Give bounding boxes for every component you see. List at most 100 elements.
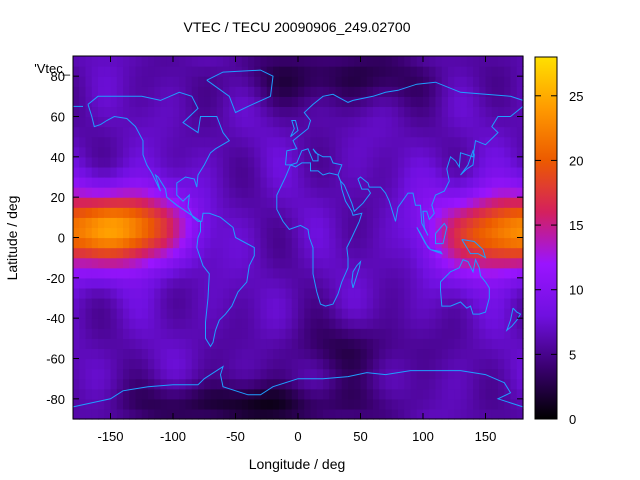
heatmap-cell [210, 156, 218, 168]
heatmap-cell [485, 86, 493, 97]
heatmap-cell [348, 207, 355, 218]
heatmap-cell [98, 166, 105, 178]
heatmap-cell [166, 308, 174, 319]
heatmap-cell [173, 338, 180, 350]
heatmap-cell [304, 56, 312, 67]
heatmap-cell [85, 358, 93, 370]
heatmap-cell [479, 96, 487, 108]
heatmap-cell [416, 267, 424, 279]
heatmap-cell [179, 187, 187, 198]
heatmap-cell [510, 66, 518, 77]
heatmap-cell [354, 388, 362, 400]
heatmap-cell [110, 318, 118, 329]
heatmap-cell [448, 408, 455, 420]
heatmap-cell [485, 388, 493, 400]
heatmap-cell [135, 116, 143, 128]
heatmap-cell [316, 408, 324, 420]
heatmap-cell [373, 166, 380, 178]
heatmap-cell [285, 408, 293, 420]
heatmap-cell [191, 298, 199, 309]
heatmap-cell [379, 166, 387, 178]
heatmap-cell [491, 408, 499, 420]
heatmap-cell [91, 96, 99, 108]
heatmap-cell [248, 136, 255, 148]
heatmap-cell [323, 76, 330, 87]
heatmap-cell [454, 338, 462, 350]
heatmap-cell [73, 308, 80, 319]
heatmap-cell [204, 156, 212, 168]
heatmap-cell [79, 368, 87, 380]
heatmap-cell [454, 76, 462, 87]
heatmap-cell [454, 328, 462, 339]
heatmap-cell [398, 277, 405, 289]
heatmap-cell [135, 257, 143, 269]
heatmap-cell [154, 408, 162, 420]
heatmap-cell [373, 348, 380, 360]
heatmap-cell [373, 328, 380, 339]
heatmap-cell [460, 136, 468, 148]
heatmap-cell [160, 197, 168, 208]
heatmap-cell [504, 257, 512, 269]
heatmap-cell [316, 328, 324, 339]
heatmap-cell [235, 197, 243, 208]
heatmap-cell [354, 116, 362, 128]
heatmap-cell [266, 318, 274, 329]
heatmap-cell [235, 388, 243, 400]
heatmap-cell [441, 66, 449, 77]
y-tick-label: 0 [58, 231, 65, 246]
heatmap-cell [298, 197, 305, 208]
heatmap-cell [460, 126, 468, 138]
heatmap-cell [79, 96, 87, 108]
heatmap-cell [448, 166, 455, 178]
heatmap-cell [98, 247, 105, 259]
heatmap-cell [148, 247, 155, 259]
heatmap-cell [148, 136, 155, 148]
heatmap-cell [416, 308, 424, 319]
heatmap-cell [473, 177, 480, 188]
heatmap-cell [235, 298, 243, 309]
heatmap-cell [323, 368, 330, 380]
heatmap-cell [160, 166, 168, 178]
heatmap-cell [460, 318, 468, 329]
heatmap-cell [410, 56, 418, 67]
heatmap-cell [223, 227, 230, 239]
heatmap-cell [210, 187, 218, 198]
heatmap-cell [504, 318, 512, 329]
heatmap-cell [135, 328, 143, 339]
heatmap-cell [398, 237, 405, 249]
heatmap-cell [116, 86, 124, 97]
heatmap-cell [229, 217, 237, 229]
heatmap-cell [448, 177, 455, 188]
heatmap-cell [310, 368, 318, 380]
heatmap-cell [79, 146, 87, 158]
heatmap-cell [379, 207, 387, 218]
heatmap-cell [504, 348, 512, 360]
heatmap-cell [316, 368, 324, 380]
heatmap-cell [373, 287, 380, 299]
heatmap-cell [310, 197, 318, 208]
heatmap-cell [91, 368, 99, 380]
heatmap-cell [173, 106, 180, 118]
heatmap-cell [291, 398, 299, 410]
heatmap-cell [298, 126, 305, 138]
heatmap-cell [498, 287, 505, 299]
heatmap-cell [466, 76, 474, 87]
heatmap-cell [348, 237, 355, 249]
heatmap-cell [448, 66, 455, 77]
heatmap-cell [154, 328, 162, 339]
heatmap-cell [266, 338, 274, 350]
heatmap-cell [123, 247, 130, 259]
heatmap-cell [179, 86, 187, 97]
x-tick-label: -150 [97, 429, 123, 444]
heatmap-cell [335, 177, 343, 188]
heatmap-cell [510, 368, 518, 380]
heatmap-cell [491, 388, 499, 400]
heatmap-cell [110, 378, 118, 390]
heatmap-cell [310, 408, 318, 420]
heatmap-cell [448, 358, 455, 370]
heatmap-cell [404, 338, 412, 350]
heatmap-cell [154, 187, 162, 198]
heatmap-cell [435, 378, 443, 390]
heatmap-cell [241, 257, 249, 269]
heatmap-cell [129, 116, 137, 128]
